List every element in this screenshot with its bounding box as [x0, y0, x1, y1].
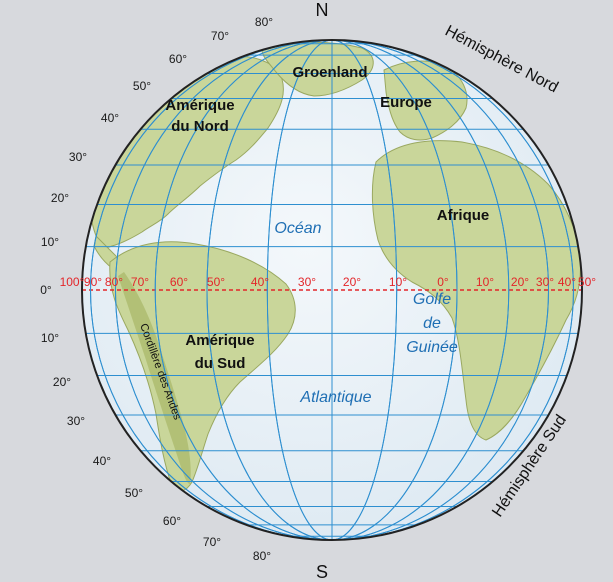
sea-golfe-line3: Guinée [406, 339, 458, 356]
longitude-labels: 100° 90° 80° 70° 60° 50° 40° 30° 20° 10°… [60, 275, 597, 289]
lon-label-w20: 20° [343, 275, 361, 289]
north-pole-label: N [316, 0, 329, 20]
meridian-line [90, 40, 574, 540]
lat-label-n10: 10° [41, 235, 59, 249]
land-south-america [109, 241, 296, 492]
land-andes-shade [118, 272, 191, 484]
region-amerique-nord-line1: Amérique [165, 97, 234, 114]
sea-golfe-line1: Golfe [413, 291, 451, 308]
sea-ocean: Océan [274, 220, 321, 237]
lon-label-prime: 0° [437, 275, 449, 289]
sea-golfe-line2: de [423, 315, 441, 332]
meridian-line [206, 40, 458, 540]
lon-label-e40: 40° [558, 275, 576, 289]
lon-label-w10: 10° [389, 275, 407, 289]
lat-label-n20: 20° [51, 191, 69, 205]
meridian-line [154, 40, 510, 540]
lat-label-s20: 20° [53, 375, 71, 389]
lat-label-s70: 70° [203, 535, 221, 549]
lat-label-s60: 60° [163, 514, 181, 528]
land-greenland [261, 41, 374, 97]
lat-label-equator: 0° [40, 283, 52, 297]
region-europe: Europe [380, 94, 432, 111]
lon-label-w30: 30° [298, 275, 316, 289]
lat-label-s50: 50° [125, 486, 143, 500]
region-amerique-sud-line2: du Sud [195, 355, 246, 372]
lon-label-w40: 40° [251, 275, 269, 289]
meridian-line [266, 40, 398, 540]
lat-label-n60: 60° [169, 52, 187, 66]
region-afrique: Afrique [437, 207, 490, 224]
lon-label-e10: 10° [476, 275, 494, 289]
sea-atlantique: Atlantique [299, 389, 371, 406]
lat-label-s80: 80° [253, 549, 271, 563]
globe-outline [81, 39, 583, 541]
region-amerique-sud-line1: Amérique [185, 332, 254, 349]
south-pole-label: S [316, 562, 328, 582]
lon-label-e30: 30° [536, 275, 554, 289]
region-amerique-nord-line2: du Nord [171, 118, 229, 135]
lon-label-w70: 70° [131, 275, 149, 289]
lat-label-n80: 80° [255, 15, 273, 29]
lat-label-s30: 30° [67, 414, 85, 428]
lon-label-w100: 100° [60, 275, 85, 289]
lon-label-w50: 50° [207, 275, 225, 289]
lat-label-n30: 30° [69, 150, 87, 164]
lon-label-w60: 60° [170, 275, 188, 289]
meridian-line [114, 40, 550, 540]
lon-label-w90: 90° [84, 275, 102, 289]
graticule [82, 40, 582, 540]
lat-label-s10: 10° [41, 331, 59, 345]
lat-label-n40: 40° [101, 111, 119, 125]
region-groenland: Groenland [292, 64, 367, 81]
lat-label-n70: 70° [211, 29, 229, 43]
lon-label-e20: 20° [511, 275, 529, 289]
lon-label-w80: 80° [105, 275, 123, 289]
lat-label-s40: 40° [93, 454, 111, 468]
lat-label-n50: 50° [133, 79, 151, 93]
latitude-labels: 80° 70° 60° 50° 40° 30° 20° 10° 0° 10° 2… [40, 15, 273, 563]
lon-label-e50: 50° [578, 275, 596, 289]
